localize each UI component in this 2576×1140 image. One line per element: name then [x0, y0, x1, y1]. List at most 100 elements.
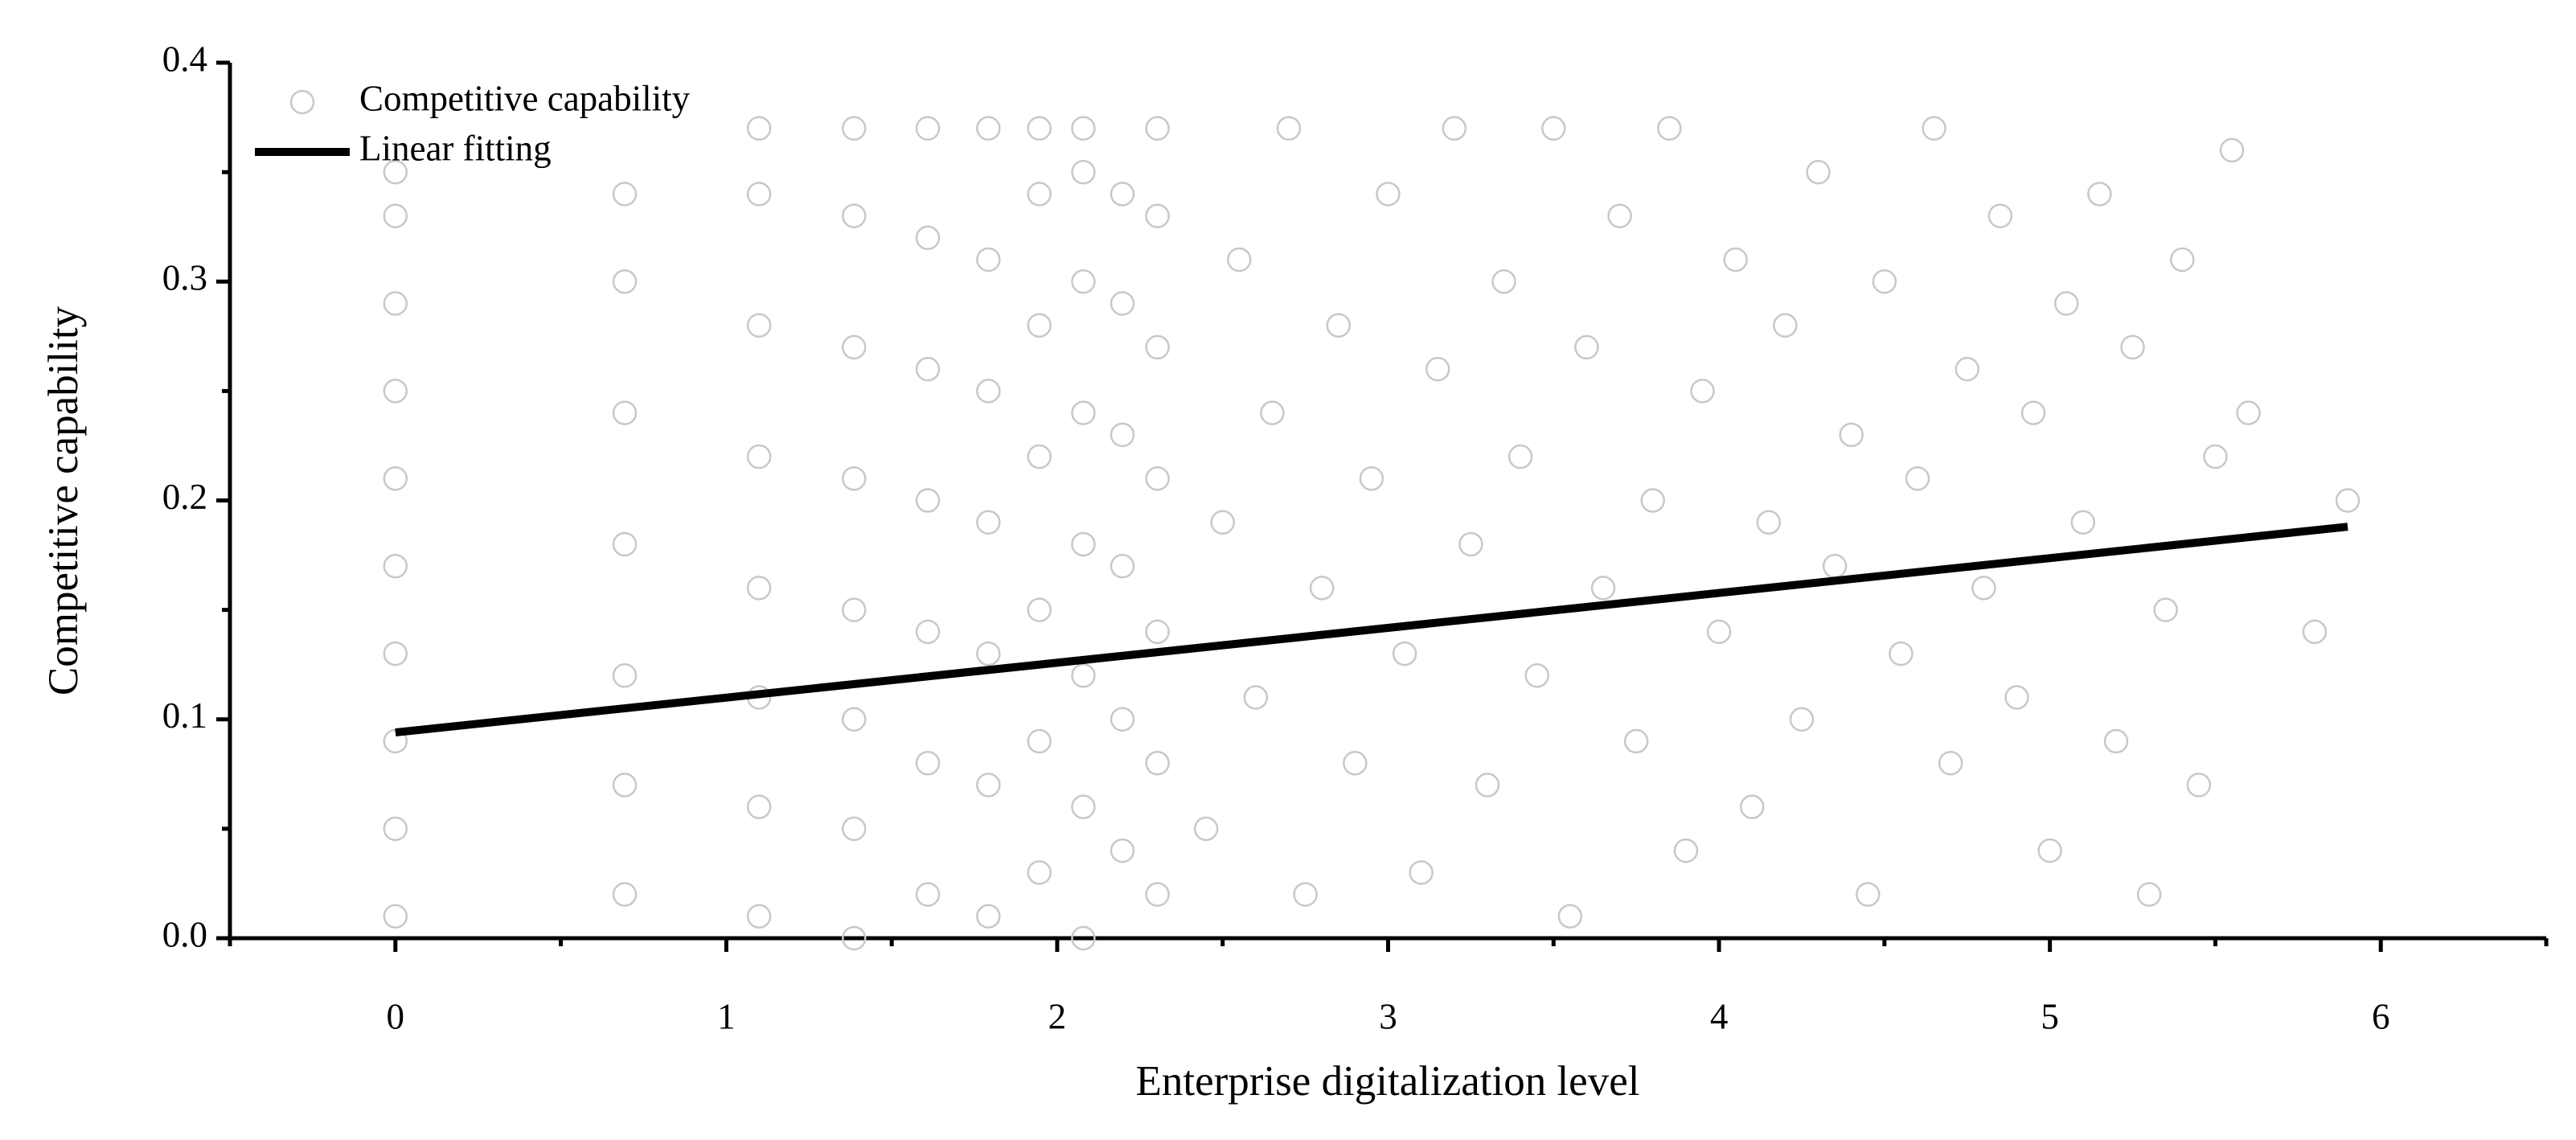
scatter-point — [1145, 334, 1170, 360]
scatter-point — [915, 116, 941, 141]
x-axis-title: Enterprise digitalization level — [1136, 1058, 1640, 1105]
scatter-point — [915, 488, 941, 513]
y-tick-label: 0.0 — [162, 914, 207, 954]
scatter-point — [2236, 400, 2261, 425]
scatter-point — [841, 203, 867, 228]
scatter-point — [1343, 750, 1368, 776]
scatter-point — [1822, 553, 1848, 579]
scatter-point — [1458, 531, 1483, 557]
scatter-point — [1507, 444, 1533, 470]
scatter-point — [383, 159, 408, 185]
scatter-point — [1574, 334, 1599, 360]
scatter-point — [976, 510, 1001, 535]
scatter-point — [1773, 313, 1798, 338]
scatter-point — [1806, 159, 1831, 185]
scatter-point — [2302, 619, 2328, 645]
scatter-point — [976, 641, 1001, 666]
y-tick-label: 0.3 — [162, 258, 207, 298]
y-axis-title: Competitive capability — [40, 306, 87, 695]
x-tick-label: 0 — [387, 996, 405, 1036]
legend-label: Linear fitting — [359, 128, 552, 168]
scatter-point — [2170, 247, 2195, 273]
scatter-point — [1071, 663, 1096, 688]
scatter-point — [1027, 313, 1052, 338]
scatter-point — [1872, 269, 1897, 294]
scatter-point — [746, 182, 772, 207]
scatter-point — [383, 904, 408, 929]
scatter-point — [1243, 685, 1269, 710]
scatter-point — [915, 356, 941, 382]
scatter-point — [1706, 619, 1732, 645]
scatter-point — [841, 334, 867, 360]
x-tick-label: 4 — [1710, 996, 1729, 1036]
scatter-point — [1145, 203, 1170, 228]
x-tick-label: 1 — [717, 996, 736, 1036]
scatter-point — [1260, 400, 1285, 425]
scatter-point — [1326, 313, 1352, 338]
scatter-point — [746, 313, 772, 338]
scatter-point — [612, 400, 638, 425]
legend-marker — [289, 89, 315, 115]
scatter-point — [1110, 553, 1135, 579]
scatter-point — [1110, 838, 1135, 863]
scatter-point — [1071, 269, 1096, 294]
scatter-point — [2335, 488, 2361, 513]
scatter-point — [1027, 728, 1052, 754]
y-tick-label: 0.2 — [162, 477, 207, 517]
scatter-point — [2219, 137, 2245, 163]
scatter-point — [746, 444, 772, 470]
scatter-point — [1623, 728, 1649, 754]
scatter-point — [1607, 203, 1632, 228]
scatter-point — [1524, 663, 1549, 688]
scatter-point — [383, 379, 408, 404]
scatter-point — [1359, 466, 1384, 491]
scatter-point — [746, 576, 772, 601]
scatter-point — [2120, 334, 2145, 360]
y-tick-label: 0.4 — [162, 39, 207, 79]
x-tick-label: 5 — [2041, 996, 2059, 1036]
scatter-point — [1145, 882, 1170, 907]
scatter-point — [1739, 794, 1765, 819]
scatter-point — [1027, 597, 1052, 622]
scatter-point — [612, 663, 638, 688]
scatter-point — [383, 816, 408, 842]
y-tick-label: 0.1 — [162, 695, 207, 736]
scatter-point — [1557, 904, 1583, 929]
scatter-point — [1027, 182, 1052, 207]
scatter-point — [1590, 576, 1616, 601]
scatter-point — [1376, 182, 1401, 207]
scatter-point — [1071, 925, 1096, 951]
scatter-point — [1839, 422, 1864, 448]
scatter-point — [1110, 422, 1135, 448]
scatter-point — [746, 904, 772, 929]
fit-line — [395, 523, 2348, 737]
scatter-point — [1491, 269, 1516, 294]
scatter-point — [1922, 116, 1946, 141]
scatter-point — [1409, 860, 1434, 885]
scatter-point — [612, 182, 638, 207]
scatter-point — [1475, 773, 1500, 798]
scatter-point — [1723, 247, 1748, 273]
scatter-point — [2020, 400, 2046, 425]
scatter-point — [1756, 510, 1782, 535]
scatter-point — [1955, 356, 1979, 382]
scatter-point — [1442, 116, 1467, 141]
scatter-point — [2004, 685, 2029, 710]
scatter-point — [2037, 838, 2062, 863]
scatter-point — [2186, 773, 2212, 798]
scatter-point — [1938, 750, 1963, 776]
scatter-point — [915, 225, 941, 251]
scatter-point — [976, 379, 1001, 404]
scatter-point — [841, 116, 867, 141]
scatter-point — [1110, 707, 1135, 732]
scatter-point — [1110, 291, 1135, 316]
scatter-point — [383, 553, 408, 579]
scatter-point — [1309, 576, 1335, 601]
scatter-point — [976, 247, 1001, 273]
scatter-point — [612, 773, 638, 798]
scatter-point — [1027, 444, 1052, 470]
x-tick-label: 3 — [1379, 996, 1397, 1036]
scatter-point — [1856, 882, 1881, 907]
